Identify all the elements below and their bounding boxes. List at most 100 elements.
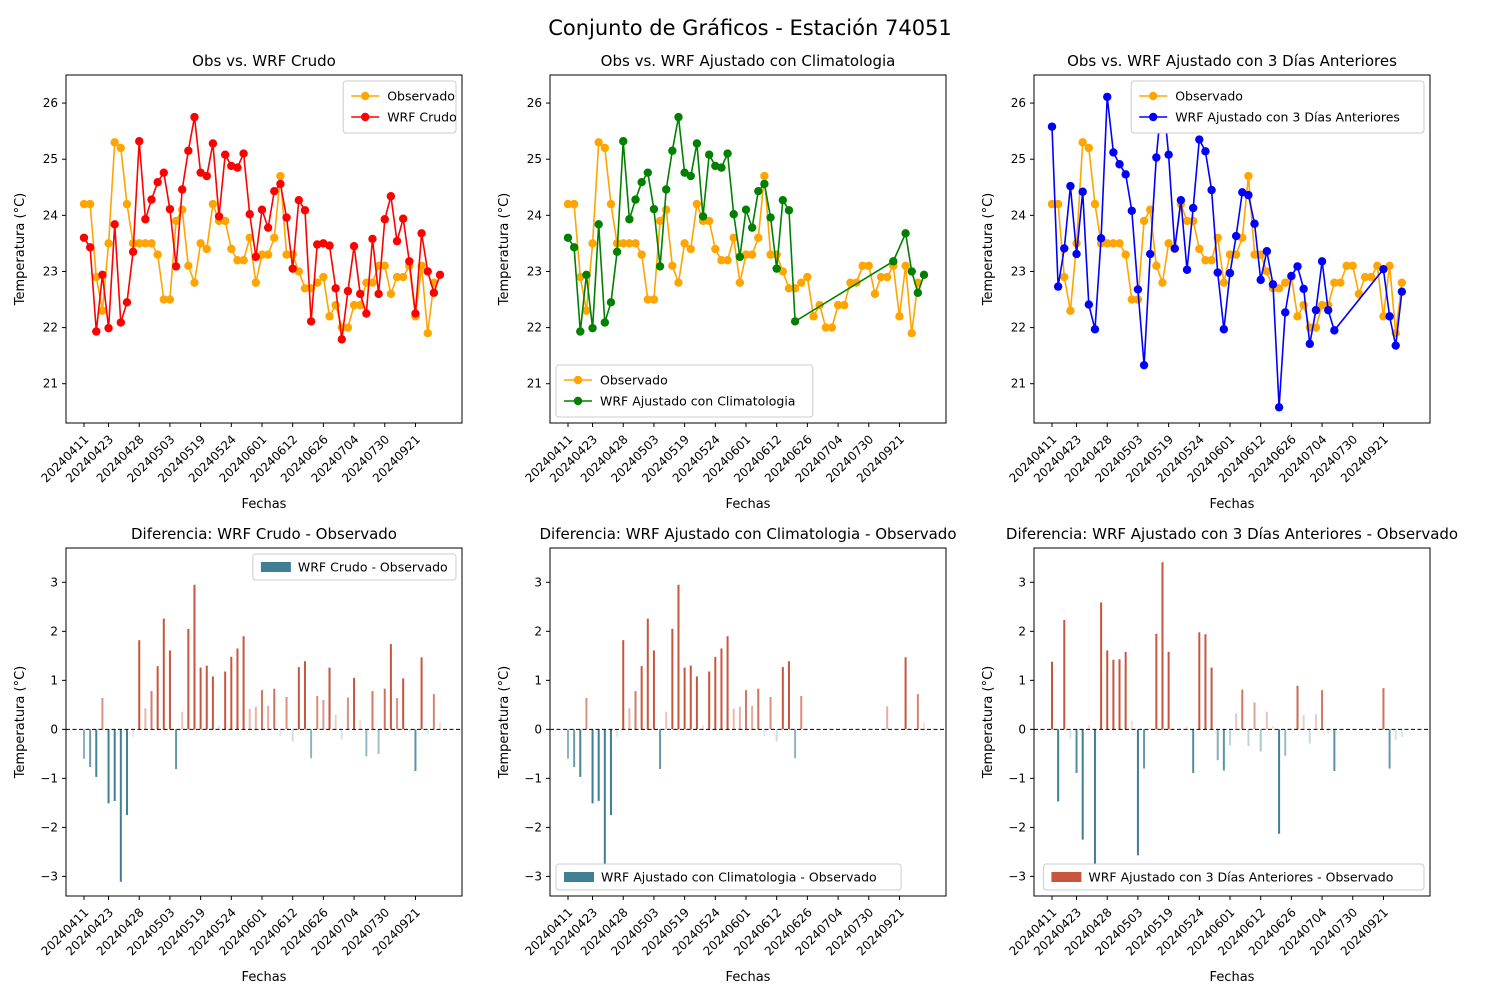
diff-bar bbox=[1271, 725, 1274, 730]
y-tick-label: −2 bbox=[524, 820, 542, 834]
data-point bbox=[747, 250, 757, 259]
chart-title: Diferencia: WRF Ajustado con Climatologi… bbox=[539, 525, 956, 543]
data-point bbox=[1262, 267, 1272, 276]
chart-title: Obs vs. WRF Ajustado con 3 Días Anterior… bbox=[1067, 52, 1397, 70]
y-tick-label: 1 bbox=[50, 673, 58, 687]
data-point bbox=[1311, 305, 1321, 315]
diff-bar bbox=[714, 656, 717, 730]
diff-bar bbox=[101, 697, 104, 730]
data-point bbox=[1317, 300, 1327, 310]
data-point bbox=[405, 257, 414, 266]
plot-area bbox=[549, 547, 947, 897]
data-point bbox=[319, 272, 328, 282]
diff-bar bbox=[224, 671, 227, 730]
data-point bbox=[680, 239, 689, 248]
data-point bbox=[92, 327, 101, 336]
data-point bbox=[588, 239, 597, 248]
data-point bbox=[343, 323, 353, 332]
diff-bar bbox=[426, 729, 429, 735]
data-point bbox=[325, 241, 334, 250]
data-point bbox=[778, 195, 788, 205]
y-tick-label: 3 bbox=[50, 575, 58, 589]
data-point bbox=[840, 300, 849, 310]
diff-bar bbox=[144, 708, 147, 730]
data-point bbox=[1182, 265, 1192, 274]
data-point bbox=[85, 199, 95, 209]
legend-label: WRF Crudo - Observado bbox=[298, 560, 448, 575]
legend-label: WRF Ajustado con 3 Días Anteriores bbox=[1175, 110, 1400, 125]
diff-bar bbox=[408, 729, 411, 732]
data-point bbox=[1287, 271, 1296, 281]
y-tick-label: 24 bbox=[1011, 208, 1026, 222]
data-point bbox=[79, 199, 89, 209]
data-point bbox=[582, 306, 591, 315]
data-point bbox=[1109, 239, 1118, 248]
legend-label: WRF Ajustado con 3 Días Anteriores - Obs… bbox=[1088, 870, 1393, 885]
data-point bbox=[263, 250, 273, 259]
data-point bbox=[220, 150, 230, 159]
y-tick-label: −3 bbox=[524, 869, 542, 883]
diff-bar bbox=[1400, 729, 1403, 738]
data-point bbox=[1060, 272, 1069, 282]
data-point bbox=[98, 306, 107, 315]
data-point bbox=[1066, 306, 1075, 315]
data-point bbox=[711, 244, 720, 254]
data-point bbox=[1317, 257, 1327, 266]
data-point bbox=[631, 195, 640, 204]
diff-bar bbox=[162, 618, 165, 730]
data-point bbox=[1244, 171, 1253, 181]
data-point bbox=[1250, 219, 1259, 228]
data-point bbox=[803, 272, 812, 282]
diff-bar bbox=[1124, 651, 1127, 730]
y-tick-label: 22 bbox=[43, 321, 58, 335]
data-point bbox=[631, 239, 640, 248]
data-point bbox=[294, 195, 304, 205]
data-point bbox=[171, 216, 181, 226]
data-point bbox=[398, 214, 408, 223]
diff-bar bbox=[218, 725, 221, 730]
data-point bbox=[380, 215, 389, 224]
chart-title: Diferencia: WRF Ajustado con 3 Días Ante… bbox=[1006, 525, 1458, 543]
data-point bbox=[563, 233, 573, 242]
diff-bar bbox=[303, 661, 306, 730]
data-point bbox=[1103, 239, 1112, 248]
data-point bbox=[1121, 170, 1130, 179]
data-point bbox=[190, 112, 199, 122]
y-tick-label: −3 bbox=[40, 869, 58, 883]
data-point bbox=[747, 223, 757, 232]
diff-bar bbox=[1333, 729, 1336, 772]
diff-bar bbox=[904, 657, 907, 730]
y-tick-label: 25 bbox=[1011, 152, 1026, 166]
data-point bbox=[1305, 339, 1314, 349]
data-point bbox=[245, 210, 254, 219]
diff-bar bbox=[1278, 729, 1281, 834]
y-tick-label: −1 bbox=[1008, 771, 1026, 785]
diff-bar bbox=[267, 705, 270, 730]
data-point bbox=[122, 298, 132, 307]
x-axis-label: Fechas bbox=[242, 970, 287, 985]
data-point bbox=[349, 241, 359, 251]
legend-label: Observado bbox=[1175, 89, 1243, 104]
diff-bar bbox=[402, 678, 405, 730]
data-point bbox=[1195, 244, 1204, 254]
diff-bar bbox=[1235, 713, 1238, 730]
data-point bbox=[582, 270, 591, 280]
diff-bar bbox=[671, 628, 674, 730]
data-point bbox=[692, 199, 702, 209]
legend-label: WRF Ajustado con Climatologia bbox=[600, 394, 795, 409]
data-point bbox=[1053, 282, 1063, 291]
diff-bar bbox=[1253, 702, 1256, 730]
data-point bbox=[380, 261, 389, 271]
data-point bbox=[643, 295, 652, 304]
diff-bar bbox=[439, 722, 441, 730]
data-point bbox=[1262, 247, 1272, 256]
data-point bbox=[423, 328, 432, 338]
x-axis-label: Fechas bbox=[242, 497, 287, 512]
data-point bbox=[600, 143, 610, 153]
data-point bbox=[846, 278, 855, 287]
diff-bar bbox=[230, 656, 233, 730]
data-point bbox=[1219, 325, 1229, 334]
diff-bar bbox=[1087, 724, 1090, 730]
